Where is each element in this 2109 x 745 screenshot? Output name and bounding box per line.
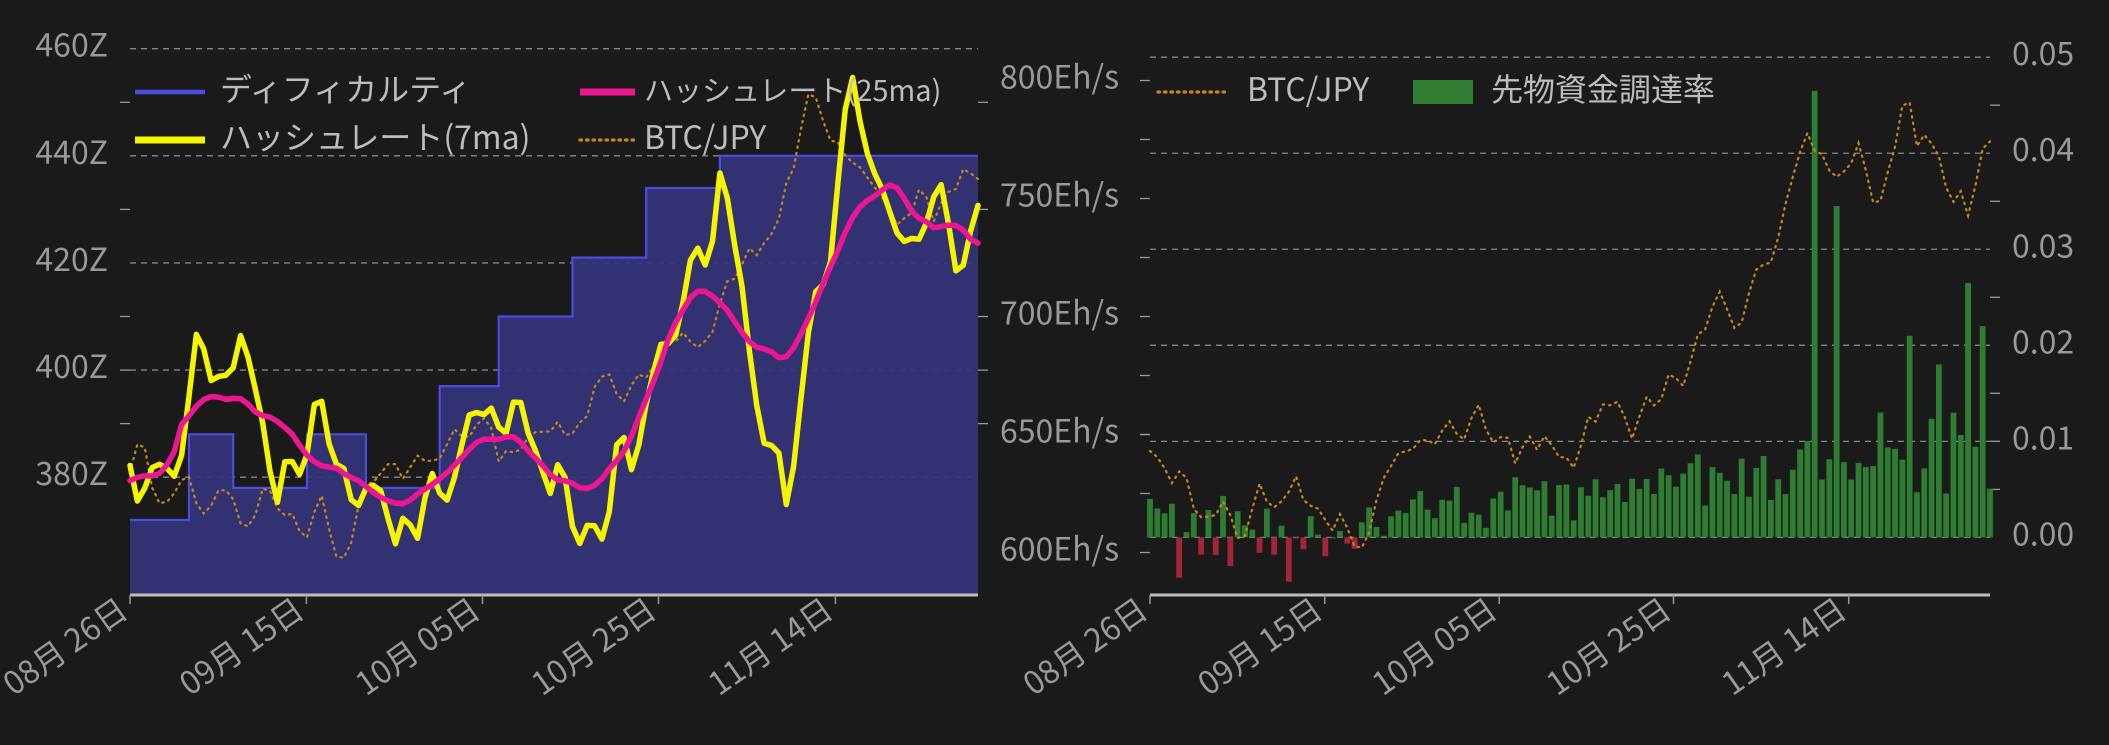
svg-text:ハッシュレート(7ma): ハッシュレート(7ma) (220, 113, 530, 159)
svg-text:650Eh/s: 650Eh/s (1000, 407, 1119, 453)
svg-text:460Z: 460Z (35, 21, 108, 67)
svg-text:420Z: 420Z (35, 235, 108, 281)
svg-text:ディフィカルティ: ディフィカルティ (220, 65, 471, 111)
svg-text:0.02: 0.02 (2012, 317, 2074, 363)
svg-text:700Eh/s: 700Eh/s (1000, 289, 1119, 335)
svg-text:BTC/JPY: BTC/JPY (644, 113, 767, 159)
svg-text:0.01: 0.01 (2012, 413, 2074, 459)
svg-text:400Z: 400Z (35, 342, 108, 388)
svg-text:ハッシュレート(25ma): ハッシュレート(25ma) (644, 68, 941, 110)
svg-text:BTC/JPY: BTC/JPY (1247, 65, 1370, 111)
svg-text:440Z: 440Z (35, 128, 108, 174)
svg-text:600Eh/s: 600Eh/s (1000, 525, 1119, 571)
svg-text:800Eh/s: 800Eh/s (1000, 53, 1119, 99)
svg-text:先物資金調達率: 先物資金調達率 (1491, 65, 1715, 111)
svg-text:380Z: 380Z (35, 449, 108, 495)
svg-text:750Eh/s: 750Eh/s (1000, 171, 1119, 217)
svg-text:0.05: 0.05 (2012, 29, 2074, 75)
svg-text:0.04: 0.04 (2012, 125, 2074, 171)
svg-text:0.00: 0.00 (2012, 509, 2074, 555)
svg-text:0.03: 0.03 (2012, 221, 2074, 267)
